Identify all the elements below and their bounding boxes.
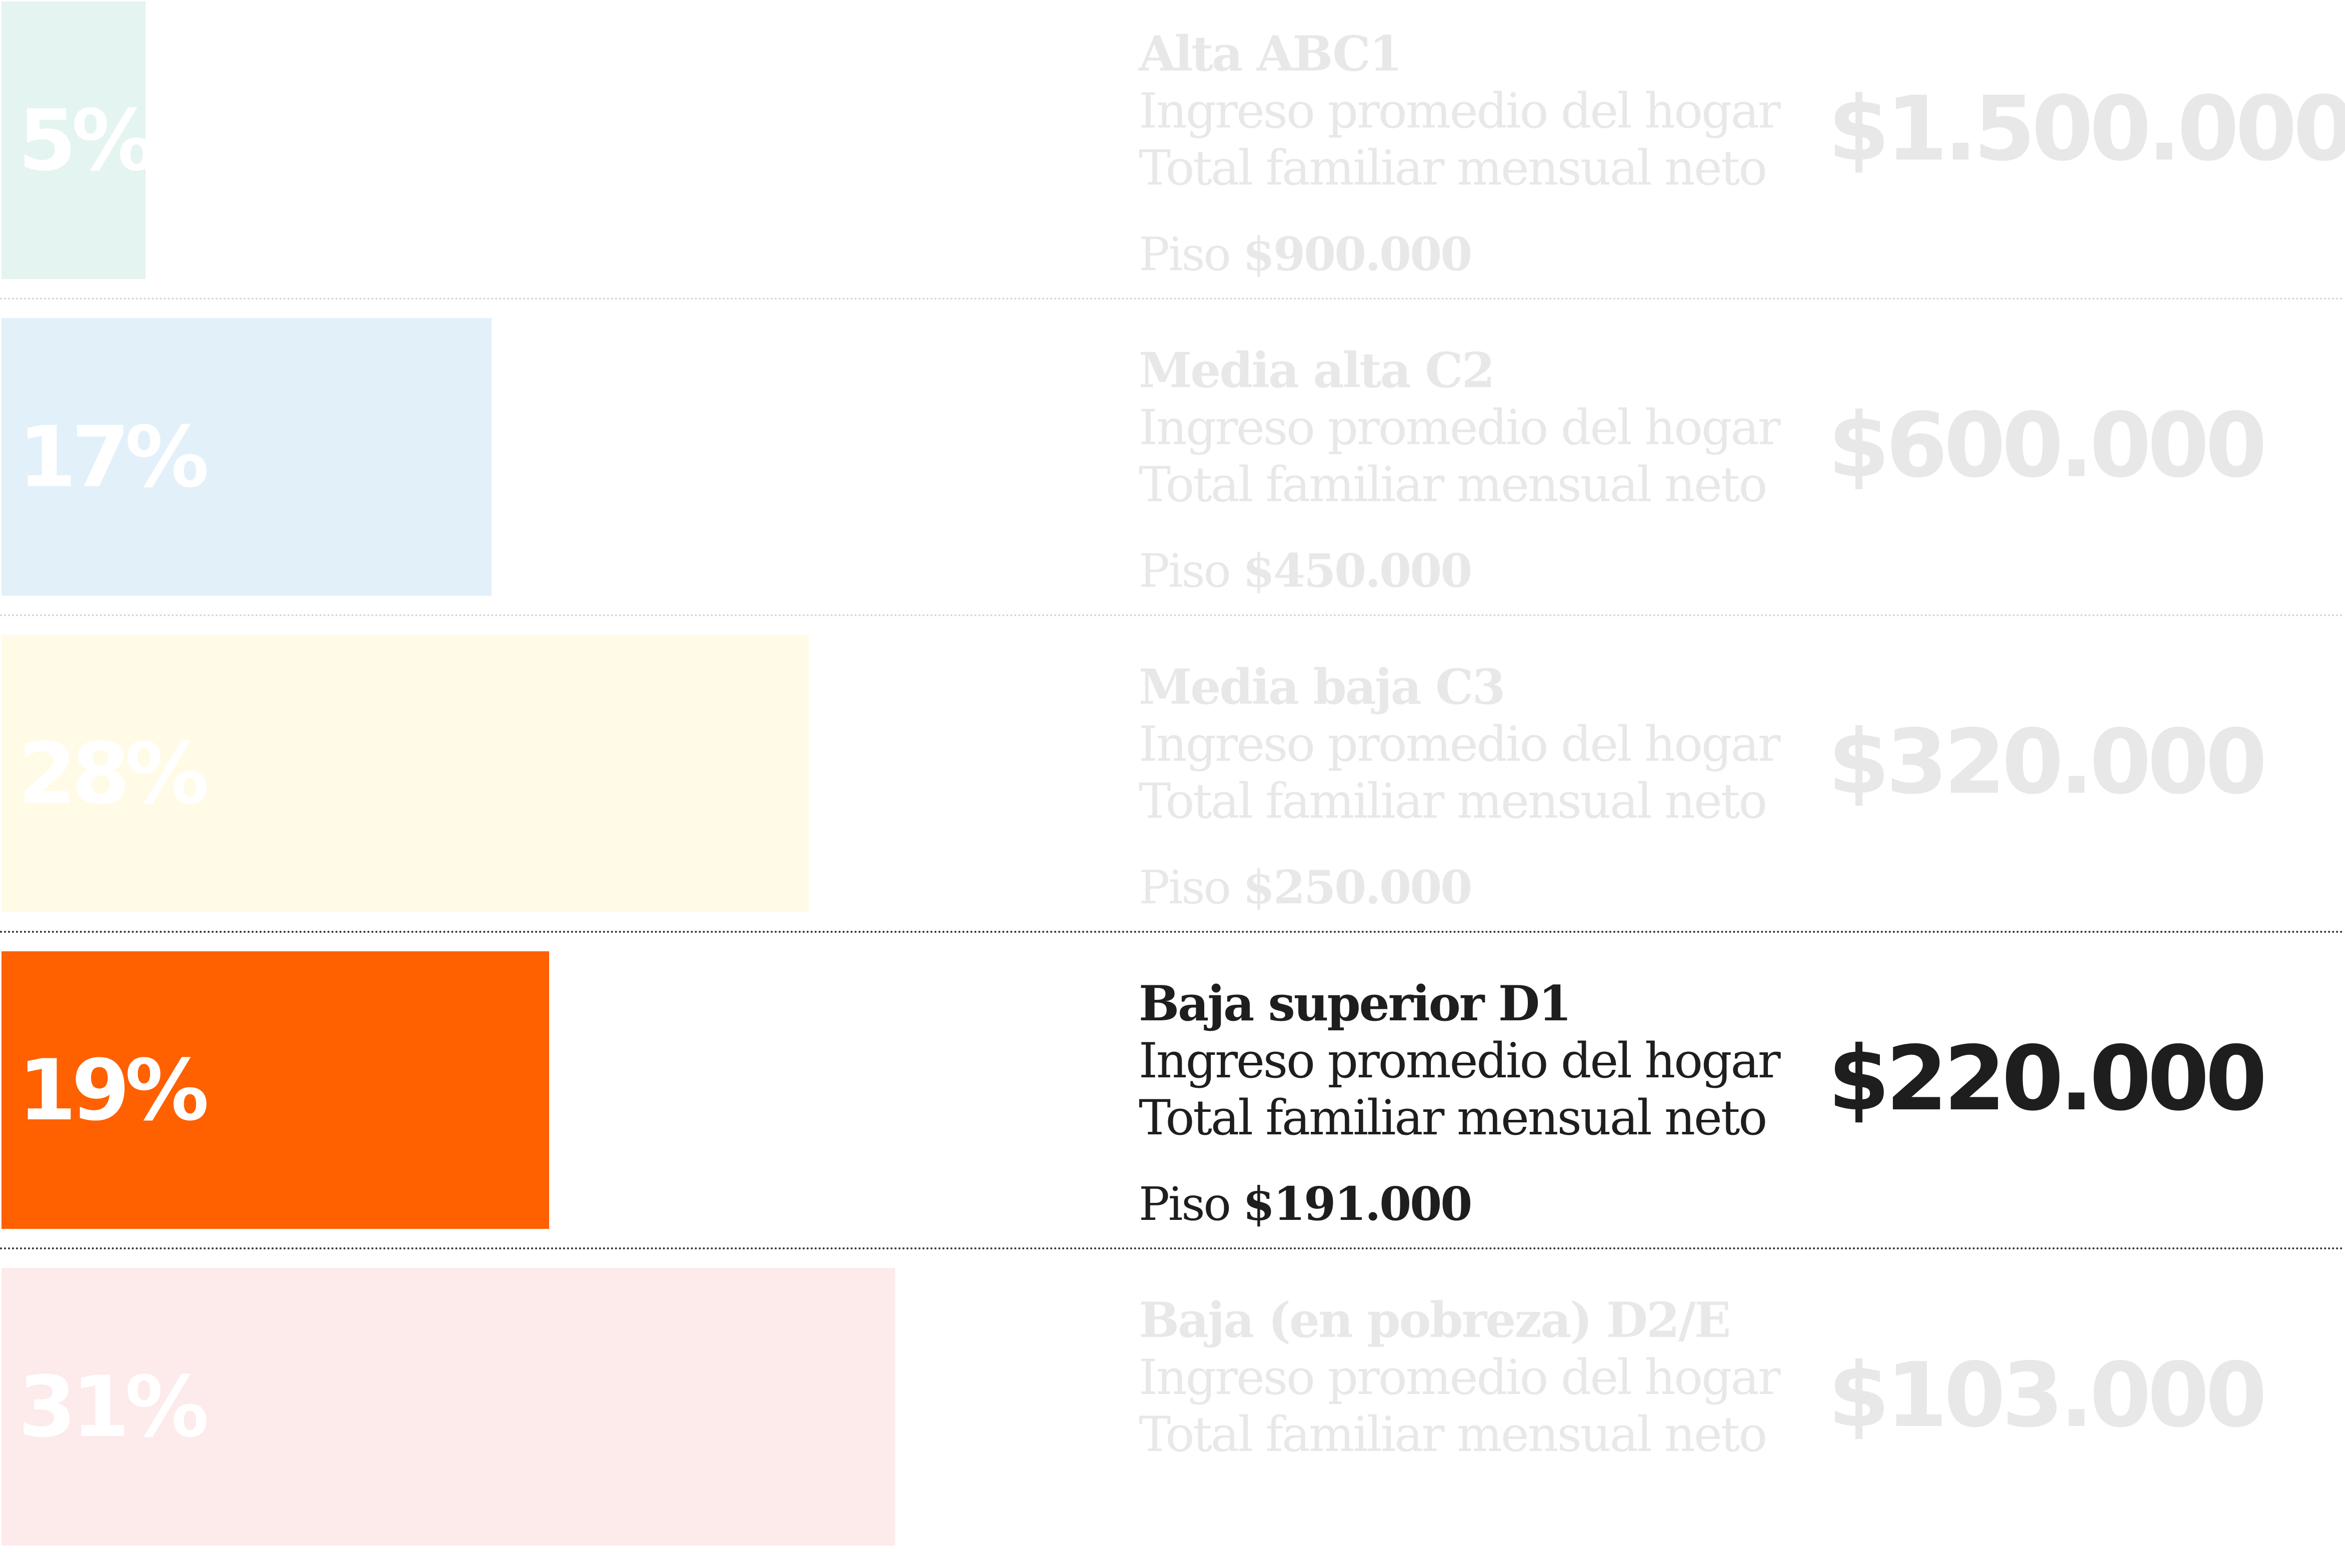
income-caption-line1: Ingreso promedio del hogar	[1139, 400, 1781, 456]
share-bar	[2, 951, 549, 1229]
income-caption-line1: Ingreso promedio del hogar	[1139, 83, 1781, 139]
income-caption-line1: Ingreso promedio del hogar	[1139, 1349, 1781, 1405]
share-bar	[2, 635, 809, 912]
income-floor-label: Piso	[1139, 1177, 1243, 1231]
row-separator	[0, 931, 2345, 933]
income-caption-line2: Total familiar mensual neto	[1139, 1090, 1767, 1146]
income-caption-line2: Total familiar mensual neto	[1139, 1406, 1767, 1462]
income-floor-label: Piso	[1139, 228, 1243, 281]
income-floor-value: $191.000	[1243, 1177, 1472, 1231]
share-label: 19%	[18, 1041, 209, 1139]
share-label: 31%	[18, 1357, 209, 1456]
income-caption-line1: Ingreso promedio del hogar	[1139, 1033, 1781, 1089]
income-floor-label: Piso	[1139, 861, 1243, 914]
income-caption-line2: Total familiar mensual neto	[1139, 773, 1767, 829]
class-name: Media alta C2	[1139, 342, 1495, 399]
class-row: 5% Alta ABC1 Ingreso promedio del hogar Tot…	[0, 2, 2345, 302]
average-income-value: $1.500.000	[1828, 77, 2345, 181]
average-income-value: $320.000	[1828, 710, 2267, 814]
class-name: Alta ABC1	[1139, 26, 1403, 82]
class-name: Baja (en pobreza) D2/E	[1139, 1292, 1731, 1348]
income-floor-value: $450.000	[1243, 544, 1472, 598]
income-floor: Piso $191.000	[1139, 1176, 1472, 1232]
class-description: Baja superior D1 Ingreso promedio del hog…	[1139, 951, 1829, 1251]
class-row: 31% Baja (en pobreza) D2/E Ingreso promedi…	[0, 1268, 2345, 1568]
class-description: Baja (en pobreza) D2/E Ingreso promedio d…	[1139, 1268, 1829, 1568]
share-bar	[2, 318, 492, 596]
class-row: 17% Media alta C2 Ingreso promedio del hog…	[0, 318, 2345, 618]
share-label: 17%	[18, 408, 209, 506]
row-separator	[0, 1247, 2345, 1249]
income-floor-value: $250.000	[1243, 860, 1472, 914]
row-separator	[0, 614, 2345, 616]
average-income-value: $220.000	[1828, 1027, 2267, 1130]
row-separator	[0, 298, 2345, 300]
income-floor: Piso $900.000	[1139, 227, 1472, 282]
income-floor: Piso $450.000	[1139, 543, 1472, 599]
income-floor-label: Piso	[1139, 544, 1243, 598]
income-caption-line1: Ingreso promedio del hogar	[1139, 716, 1781, 772]
average-income-value: $103.000	[1828, 1343, 2267, 1447]
share-label: 5%	[18, 91, 156, 190]
income-caption-line2: Total familiar mensual neto	[1139, 140, 1767, 196]
class-name: Baja superior D1	[1139, 975, 1572, 1032]
class-description: Alta ABC1 Ingreso promedio del hogar Total…	[1139, 2, 1829, 302]
class-row: 28% Media baja C3 Ingreso promedio del hog…	[0, 635, 2345, 935]
class-description: Media baja C3 Ingreso promedio del hogar T…	[1139, 635, 1829, 935]
income-floor-value: $900.000	[1243, 227, 1472, 281]
share-bar	[2, 1268, 895, 1545]
share-bar	[2, 2, 146, 279]
class-name: Media baja C3	[1139, 659, 1505, 715]
average-income-value: $600.000	[1828, 394, 2267, 497]
class-row: 19% Baja superior D1 Ingreso promedio del …	[0, 951, 2345, 1251]
class-description: Media alta C2 Ingreso promedio del hogar T…	[1139, 318, 1829, 618]
share-label: 28%	[18, 724, 209, 823]
income-caption-line2: Total familiar mensual neto	[1139, 457, 1767, 513]
income-floor: Piso $250.000	[1139, 860, 1472, 915]
